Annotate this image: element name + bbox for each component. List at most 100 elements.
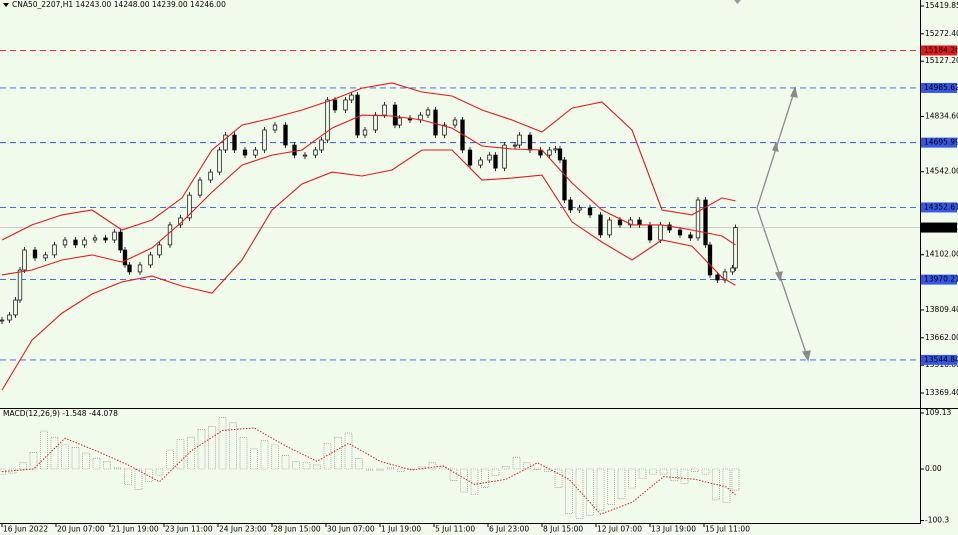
- macd-bar: [628, 468, 636, 489]
- macd-bar: [586, 468, 594, 516]
- candle: [17, 269, 23, 301]
- x-tick-label: 8 Jul 15:00: [543, 525, 583, 534]
- macd-bar: [449, 468, 458, 481]
- candle: [433, 109, 438, 136]
- candle: [397, 117, 402, 126]
- candle: [118, 231, 123, 251]
- candle: [667, 224, 672, 231]
- macd-bar: [533, 468, 542, 470]
- x-tick-label: 13 Jul 19:00: [651, 525, 696, 534]
- candle: [157, 244, 162, 256]
- candle: [232, 134, 237, 151]
- macd-bar: [460, 468, 468, 493]
- candle: [32, 249, 38, 259]
- candle: [223, 134, 228, 151]
- macd-bar: [155, 468, 164, 476]
- macd-bar: [439, 466, 447, 470]
- candle: [677, 229, 683, 236]
- macd-bar: [691, 468, 699, 472]
- candle: [302, 154, 308, 157]
- candle: [425, 109, 431, 116]
- macd-bar: [638, 468, 647, 480]
- y-tick-label: -100.3: [925, 515, 949, 524]
- candle: [112, 231, 117, 241]
- level-label: 14695.99: [924, 138, 958, 147]
- macd-bar: [607, 468, 615, 505]
- candle: [62, 239, 68, 246]
- candle: [487, 154, 492, 161]
- macd-bar: [92, 457, 101, 470]
- macd-bar: [670, 468, 678, 482]
- macd-bar: [40, 430, 48, 470]
- candle: [82, 239, 87, 246]
- down-arrow-head: [801, 350, 811, 362]
- candle: [343, 99, 348, 111]
- y-tick-label: 15127.20: [925, 56, 958, 65]
- macd-bar: [229, 422, 237, 470]
- macd-bar: [680, 468, 689, 484]
- candle: [512, 144, 518, 147]
- candle: [127, 264, 132, 273]
- macd-bar: [29, 452, 38, 470]
- candle: [587, 207, 593, 216]
- candle: [695, 199, 701, 239]
- candle: [43, 254, 48, 259]
- macd-bar: [292, 461, 300, 470]
- candle: [217, 149, 222, 173]
- candle: [319, 139, 324, 151]
- macd-bar: [313, 464, 321, 470]
- candle: [577, 207, 582, 211]
- current-price-box: [921, 222, 957, 233]
- level-label: 13544.84: [924, 355, 958, 364]
- candle: [598, 214, 603, 236]
- candle: [272, 124, 278, 131]
- candle: [502, 144, 507, 169]
- candle: [362, 129, 368, 136]
- x-tick-label: 24 Jun 23:00: [219, 525, 267, 534]
- macd-bar: [124, 468, 132, 485]
- bollinger-band: [1, 149, 736, 391]
- macd-bar: [512, 456, 521, 470]
- macd-bar: [134, 468, 143, 490]
- candle: [628, 219, 633, 226]
- macd-bar: [281, 455, 290, 470]
- candle: [137, 264, 143, 273]
- candle: [382, 104, 387, 116]
- bollinger-band: [1, 114, 736, 276]
- candle: [52, 244, 57, 256]
- macd-bar: [19, 462, 27, 470]
- macd-bar: [491, 468, 500, 476]
- candle: [688, 234, 693, 239]
- level-label-box: [921, 82, 957, 93]
- y-tick-label: 14834.60: [925, 111, 958, 120]
- candle: [547, 149, 552, 156]
- candle: [467, 149, 473, 166]
- x-tick-label: 28 Jun 15:00: [273, 525, 321, 534]
- projection-arrows: [756, 86, 811, 362]
- candle: [262, 129, 267, 151]
- level-label: 13970.21: [924, 275, 958, 284]
- macd-bar: [208, 426, 216, 470]
- chart-title: CNA50_2207,H1 14243.00 14248.00 14239.00…: [12, 0, 226, 9]
- candle: [568, 199, 573, 211]
- candle: [442, 124, 447, 136]
- candle: [167, 224, 173, 246]
- y-tick-label: 14102.00: [925, 250, 958, 259]
- candle: [148, 254, 153, 266]
- up-arrow-mid: [772, 140, 779, 152]
- y-tick-label: 14542.00: [925, 167, 958, 176]
- candle: [349, 94, 354, 101]
- level-label-box: [921, 274, 957, 285]
- y-tick-label: 15272.40: [925, 29, 958, 38]
- level-label: 14985.62: [924, 83, 958, 92]
- candle: [517, 134, 522, 146]
- macd-bar: [103, 461, 111, 470]
- macd-bar: [554, 468, 563, 488]
- candle: [730, 267, 735, 273]
- macd-bar: [712, 468, 720, 501]
- candle: [325, 99, 330, 141]
- macd-bar: [428, 462, 437, 470]
- y-tick-label: 13809.40: [925, 305, 958, 314]
- x-tick-label: 30 Jun 07:00: [327, 525, 375, 534]
- macd-bar: [565, 468, 573, 514]
